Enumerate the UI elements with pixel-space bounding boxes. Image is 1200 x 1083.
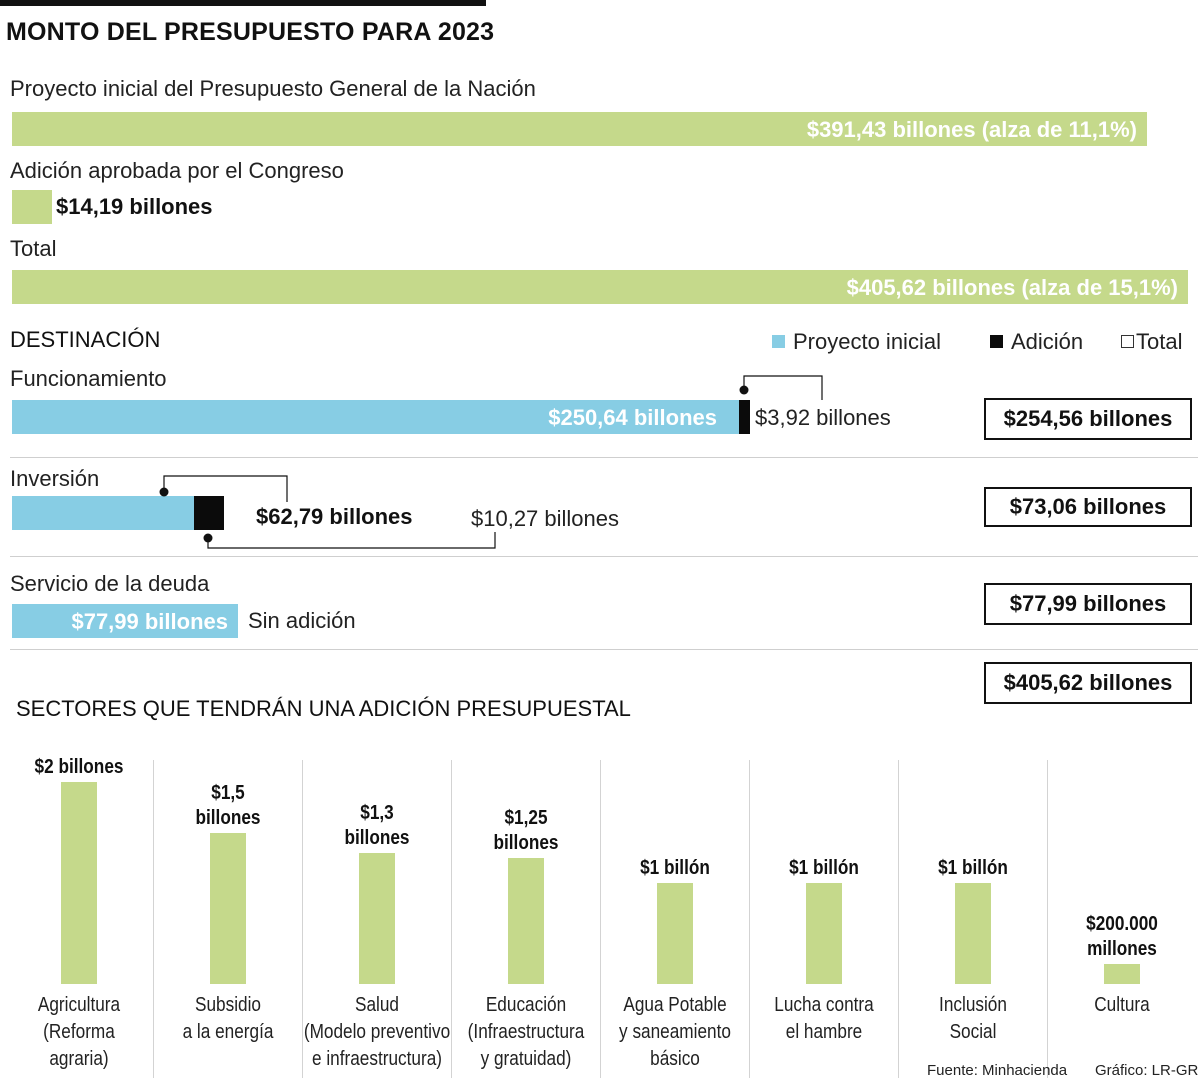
legend-addition-swatch — [990, 334, 1003, 348]
sector-category-label: Inclusión Social — [938, 994, 1007, 1043]
sector-column-divider — [153, 760, 154, 1078]
sector-category-label: Agricultura (Reforma agraria) — [37, 994, 120, 1070]
legend-total-swatch — [1121, 334, 1134, 348]
initial-project-value: $391,43 billones (alza de 11,1%) — [806, 117, 1137, 142]
sector-category-label: Salud (Modelo preventivo e infraestructu… — [303, 994, 450, 1070]
sector-column-divider — [898, 760, 899, 1078]
sector-category-label: Educación (Infraestructura y gratuidad) — [467, 994, 584, 1070]
legend-addition-label: Adición — [1011, 329, 1084, 354]
row-funcionamiento-initial-bar: $250,64 billones — [12, 400, 739, 434]
credit-note: Gráfico: LR-GR — [1095, 1062, 1199, 1079]
grand-total-box: $405,62 billones — [984, 662, 1192, 704]
row-funcionamiento-addition-value: $3,92 billones — [755, 405, 891, 430]
row-deuda-initial-bar: $77,99 billones — [12, 604, 238, 638]
sector-category-label: Agua Potable y saneamiento básico — [618, 994, 731, 1070]
sector-value-label: $1,5 billones — [194, 781, 260, 829]
row-inversion-initial-bar — [12, 496, 194, 530]
addition-value: $14,19 billones — [56, 194, 213, 219]
row-deuda-total-box: $77,99 billones — [984, 583, 1192, 625]
sector-column-divider — [1047, 760, 1048, 1078]
row-inversion-addition-bar — [194, 496, 224, 530]
sector-bar — [358, 852, 395, 984]
sector-bar — [507, 857, 544, 984]
sector-category-label: Subsidio a la energía — [182, 994, 273, 1043]
row-inversion-label: Inversión — [10, 466, 100, 491]
legend-initial-label: Proyecto inicial — [793, 329, 941, 354]
legend-initial-swatch — [772, 334, 785, 348]
sector-value-label: $1 billón — [937, 857, 1008, 879]
sector-category-label: Cultura — [1093, 994, 1150, 1016]
initial-project-bar: $391,43 billones (alza de 11,1%) — [12, 112, 1147, 146]
sector-value-label: $1 billón — [639, 857, 710, 879]
row-divider — [10, 457, 1198, 458]
sector-bar — [805, 883, 842, 984]
top-rule — [0, 0, 486, 6]
legend-initial: Proyecto inicial — [772, 329, 941, 355]
row-funcionamiento-label: Funcionamiento — [10, 366, 167, 391]
row-funcionamiento-addition-bar — [739, 400, 750, 434]
legend-total-label: Total — [1136, 329, 1183, 354]
sectors-heading: SECTORES QUE TENDRÁN UNA ADICIÓN PRESUPU… — [16, 696, 631, 721]
row-funcionamiento-initial-value: $250,64 billones — [548, 405, 717, 430]
row-inversion-leaders — [159, 475, 496, 549]
sector-column-divider — [749, 760, 750, 1078]
sector-value-label: $1,25 billones — [492, 806, 558, 854]
sector-bar — [60, 782, 97, 984]
row-divider — [10, 649, 1198, 650]
legend-addition: Adición — [990, 329, 1083, 355]
sector-column-divider — [600, 760, 601, 1078]
row-inversion-initial-value: $62,79 billones — [256, 504, 413, 529]
total-bar: $405,62 billones (alza de 15,1%) — [12, 270, 1188, 304]
sector-bar — [954, 883, 991, 984]
row-funcionamiento-addition-leader — [739, 375, 823, 400]
total-value: $405,62 billones (alza de 15,1%) — [846, 275, 1178, 300]
total-label: Total — [10, 236, 57, 261]
sector-value-label: $200.000 millones — [1085, 912, 1158, 960]
sector-value-label: $1,3 billones — [343, 801, 409, 849]
row-divider — [10, 556, 1198, 557]
row-inversion-addition-value: $10,27 billones — [471, 506, 620, 531]
sector-bar — [656, 883, 693, 984]
destination-heading: DESTINACIÓN — [10, 327, 161, 352]
initial-project-label: Proyecto inicial del Presupuesto General… — [10, 76, 536, 101]
source-note: Fuente: Minhacienda — [927, 1062, 1068, 1079]
legend-total: Total — [1121, 329, 1182, 355]
sector-bar — [1103, 963, 1140, 984]
sector-column-divider — [451, 760, 452, 1078]
addition-bar — [12, 190, 52, 224]
sector-category-label: Lucha contra el hambre — [773, 994, 874, 1043]
row-funcionamiento-total-box: $254,56 billones — [984, 398, 1192, 440]
row-deuda-addition-value: Sin adición — [248, 608, 356, 633]
addition-label: Adición aprobada por el Congreso — [10, 158, 344, 183]
sector-value-label: $2 billones — [34, 756, 123, 778]
sector-column-divider — [302, 760, 303, 1078]
page-title: MONTO DEL PRESUPUESTO PARA 2023 — [6, 18, 495, 46]
row-deuda-initial-value: $77,99 billones — [71, 609, 228, 634]
row-deuda-label: Servicio de la deuda — [10, 571, 210, 596]
row-inversion-total-box: $73,06 billones — [984, 487, 1192, 527]
sector-value-label: $1 billón — [788, 857, 859, 879]
sector-bar — [209, 832, 246, 984]
